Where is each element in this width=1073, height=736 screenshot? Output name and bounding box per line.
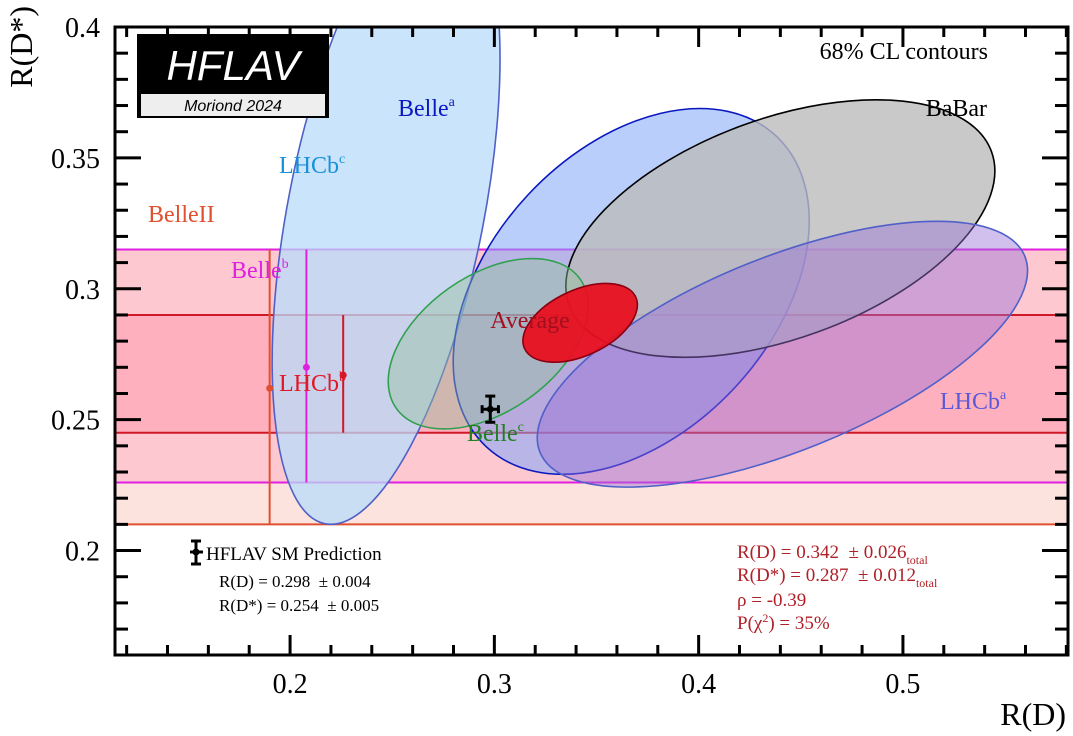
ellipse-average [522,282,639,363]
x-tick-label: 0.3 [477,669,512,700]
avg-rds-text: R(D*) = 0.287 ± 0.012total [737,565,938,590]
y-tick-label: 0.3 [65,275,100,306]
label-lhcb-b: LHCbb [279,370,346,397]
hflav-logo: HFLAV Moriond 2024 [137,34,329,118]
y-tick-label: 0.4 [65,13,100,44]
avg-rd-text: R(D) = 0.342 ± 0.026total [737,542,928,567]
label-belleii: BelleII [148,202,215,228]
data-points [266,249,500,525]
ellipse-lhcb-a [536,220,1029,488]
axis-tick-labels: 0.2 0.3 0.4 0.5 0.2 0.25 0.3 0.35 0.4 [51,13,920,700]
y-axis-label: R(D*) [3,6,39,88]
y-tick-label: 0.2 [65,537,100,568]
y-tick-label: 0.35 [51,144,100,175]
label-belle-c: Bellec [467,420,524,447]
contour-ellipses [271,27,1029,526]
logo-title: HFLAV [166,42,303,89]
label-belle-b: Belleb [231,257,289,284]
point-lhcb-b [339,371,347,379]
ellipse-lhcb-c [271,27,501,526]
logo-subtitle: Moriond 2024 [184,98,282,115]
x-tick-label: 0.2 [273,669,308,700]
x-tick-label: 0.5 [885,669,920,700]
label-lhcb-a: LHCba [940,388,1007,415]
label-belle-a: Bellea [398,95,456,122]
x-tick-label: 0.4 [681,669,716,700]
y-tick-label: 0.25 [51,406,100,437]
sm-point [486,405,494,413]
label-babar: BaBar [926,96,987,122]
avg-rho-text: ρ = -0.39 [737,590,806,611]
sm-rd-text: R(D) = 0.298 ± 0.004 [219,572,371,591]
sm-legend-marker [190,539,203,566]
point-belleii [266,384,274,392]
sm-rds-text: R(D*) = 0.254 ± 0.005 [219,596,379,615]
ellipse-belle-c [387,257,590,430]
x-axis-label: R(D) [1000,696,1066,732]
label-lhcb-c: LHCbc [279,152,345,179]
avg-pchi2-text: P(χ2) = 35% [737,611,830,634]
point-belle-b [302,363,310,371]
legend-title: 68% CL contours [820,39,988,65]
sm-legend-label: HFLAV SM Prediction [206,544,382,565]
label-average: Average [490,308,570,334]
axis-ticks [115,25,1068,655]
